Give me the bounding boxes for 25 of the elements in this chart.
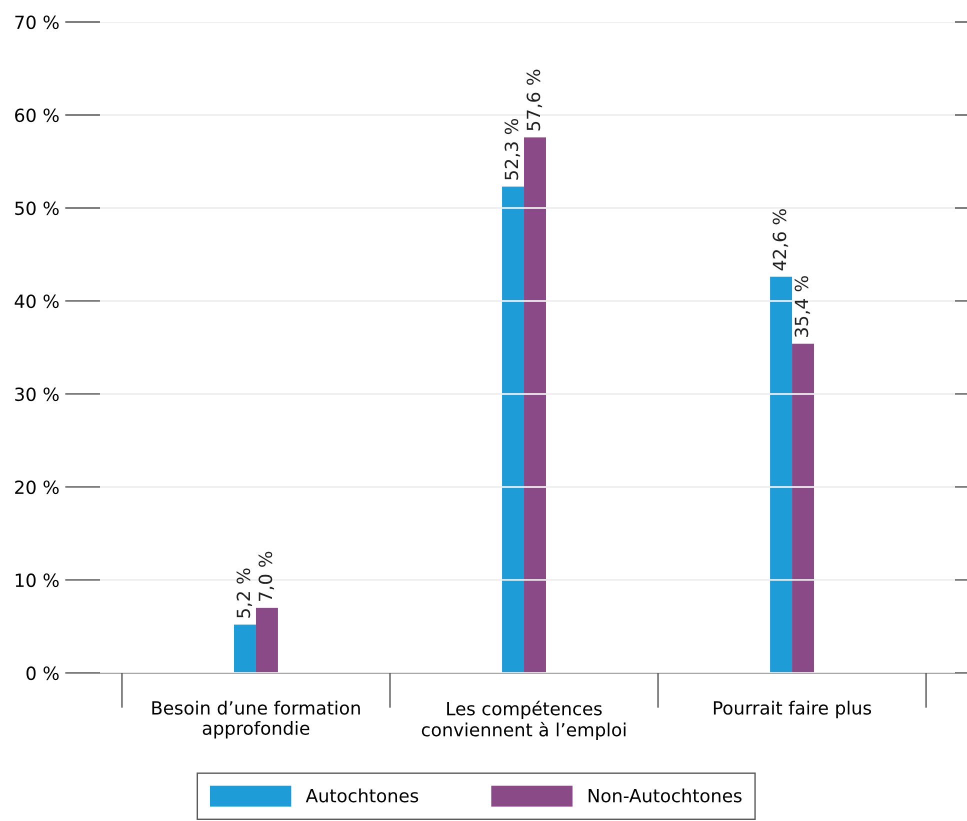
y-tick-label: 30 % xyxy=(15,387,59,402)
data-label: 5,2 % xyxy=(236,568,252,618)
bar xyxy=(502,186,524,673)
legend-label: Non-Autochtones xyxy=(588,788,742,802)
y-tick-label: 60 % xyxy=(15,108,59,122)
x-tick-label: Besoin d’une formation approfondie xyxy=(152,700,360,738)
data-label: 7,0 % xyxy=(258,552,274,601)
data-label: 42,6 % xyxy=(772,209,788,270)
y-tick-label: 50 % xyxy=(15,201,59,216)
legend-label: Autochtones xyxy=(306,788,418,802)
bar xyxy=(770,276,792,673)
y-tick-label: 0 % xyxy=(26,666,59,680)
bar xyxy=(524,137,546,673)
data-label: 52,3 % xyxy=(504,118,520,180)
y-tick-label: 20 % xyxy=(15,480,59,494)
x-tick-label: Les compétences conviennent à l’emploi xyxy=(422,700,626,740)
bar xyxy=(256,608,278,673)
x-tick-label: Pourrait faire plus xyxy=(714,700,872,718)
bar xyxy=(234,624,256,673)
bar xyxy=(792,344,814,673)
data-label: 35,4 % xyxy=(794,276,810,337)
y-tick-label: 70 % xyxy=(15,15,59,30)
y-tick-label: 40 % xyxy=(14,294,59,308)
data-label: 57,6 % xyxy=(526,70,542,130)
y-tick-label: 10 % xyxy=(16,573,59,588)
